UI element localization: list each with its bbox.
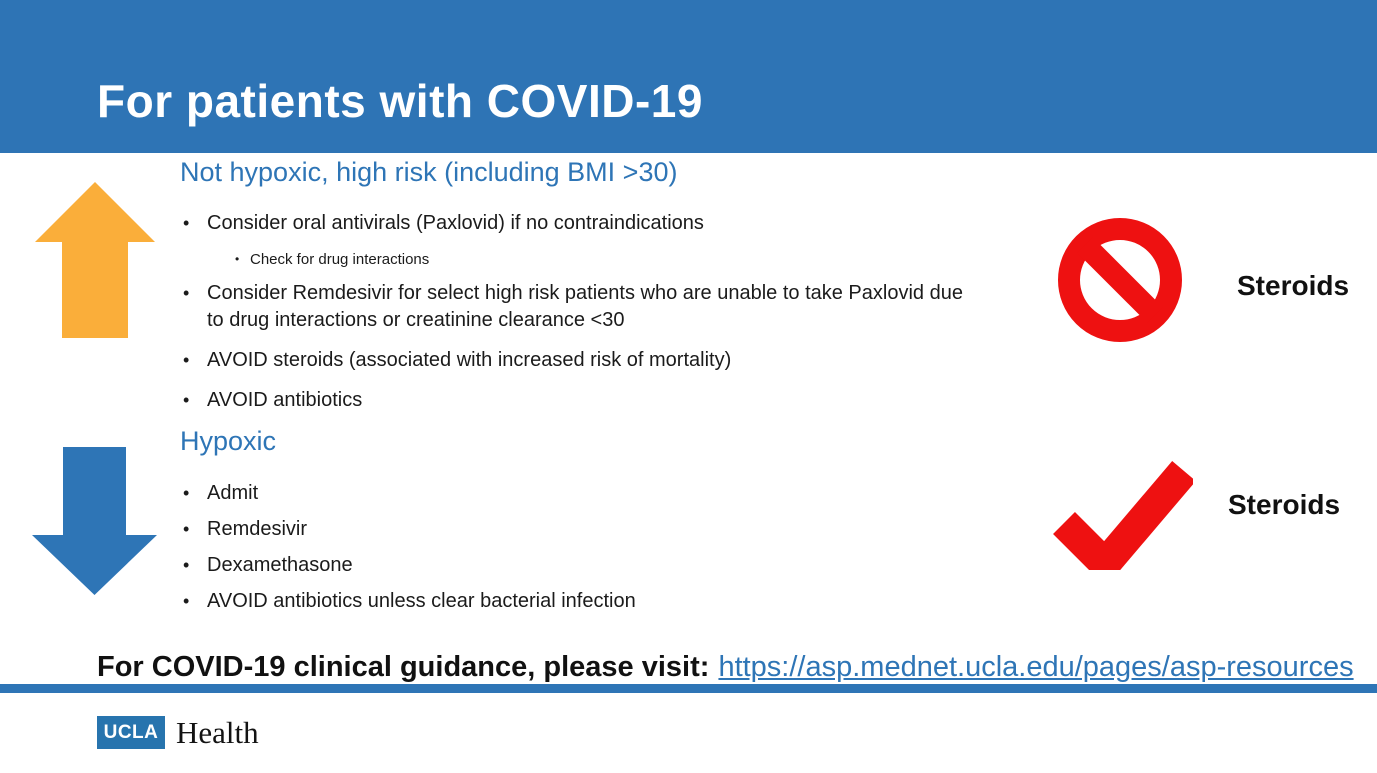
- no-steroids-label: Steroids: [1237, 270, 1350, 301]
- footer-guidance: For COVID-19 clinical guidance, please v…: [97, 649, 1354, 685]
- asp-resources-link[interactable]: https://asp.mednet.ucla.edu/pages/asp-re…: [718, 651, 1354, 683]
- list-item: AVOID antibiotics unless clear bacterial…: [180, 588, 970, 615]
- down-arrow-icon: [32, 447, 157, 600]
- bullet-text: Remdesivir: [207, 518, 308, 540]
- header-bar: For patients with COVID-19: [0, 0, 1377, 153]
- list-item: AVOID antibiotics: [180, 387, 970, 414]
- bullet-text: AVOID antibiotics unless clear bacterial…: [207, 590, 636, 612]
- ucla-logo-box: UCLA: [97, 716, 165, 749]
- section-heading-hypoxic: Hypoxic: [180, 426, 277, 456]
- bullet-list-hypoxic: Admit Remdesivir Dexamethasone AVOID ant…: [180, 480, 970, 615]
- footer-guidance-text: For COVID-19 clinical guidance, please v…: [97, 651, 700, 683]
- section-heading-not-hypoxic: Not hypoxic, high risk (including BMI >3…: [180, 157, 678, 187]
- list-item: Consider Remdesivir for select high risk…: [180, 280, 970, 334]
- list-item: Admit: [180, 480, 970, 507]
- yes-steroids-label: Steroids: [1228, 489, 1341, 520]
- section-not-hypoxic: Not hypoxic, high risk (including BMI >3…: [180, 155, 970, 427]
- prohibition-icon: [1058, 218, 1182, 347]
- section-hypoxic: Hypoxic Admit Remdesivir Dexamethasone A…: [180, 424, 970, 624]
- list-sub-item: Check for drug interactions: [232, 249, 970, 270]
- list-item: AVOID steroids (associated with increase…: [180, 347, 970, 374]
- health-wordmark: Health: [176, 715, 259, 750]
- checkmark-icon: [1053, 450, 1196, 587]
- divider-bar: [0, 684, 1377, 693]
- bullet-text: Dexamethasone: [207, 554, 353, 576]
- bullet-text: AVOID steroids (associated with increase…: [207, 349, 732, 371]
- ucla-health-logo: UCLA Health: [97, 716, 259, 749]
- list-item: Dexamethasone: [180, 552, 970, 579]
- bullet-list-not-hypoxic: Consider oral antivirals (Paxlovid) if n…: [180, 210, 970, 414]
- bullet-text: Consider Remdesivir for select high risk…: [207, 282, 963, 331]
- list-item: Remdesivir: [180, 516, 970, 543]
- up-arrow-icon: [35, 182, 155, 343]
- bullet-text: Consider oral antivirals (Paxlovid) if n…: [207, 212, 704, 234]
- slide-title: For patients with COVID-19: [97, 75, 703, 127]
- footer-colon: :: [699, 651, 710, 683]
- sub-bullet-text: Check for drug interactions: [250, 251, 430, 268]
- bullet-text: AVOID antibiotics: [207, 389, 363, 411]
- bullet-text: Admit: [207, 482, 259, 504]
- list-item: Consider oral antivirals (Paxlovid) if n…: [180, 210, 970, 237]
